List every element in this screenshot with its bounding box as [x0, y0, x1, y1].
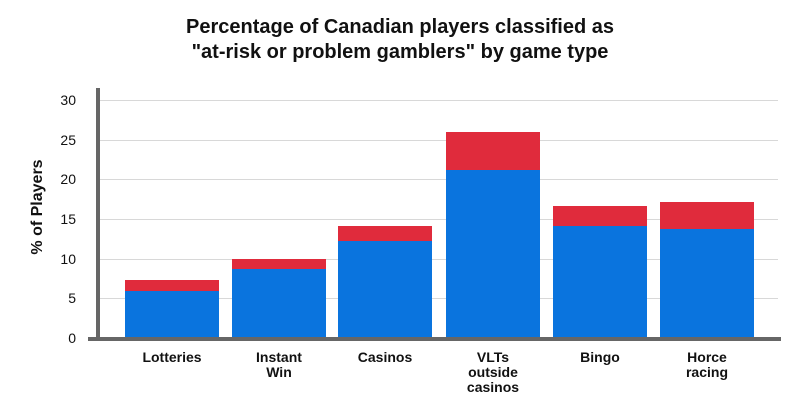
bar-5 — [660, 201, 754, 338]
gridline — [97, 219, 778, 220]
bar-4 — [553, 205, 647, 338]
x-tick-label: Instant Win — [256, 349, 302, 380]
gridline — [97, 100, 778, 101]
chart-title-line-2: "at-risk or problem gamblers" by game ty… — [191, 41, 609, 63]
y-tick-label: 5 — [68, 290, 76, 306]
bar-segment-red — [125, 280, 219, 292]
y-tick-label: 15 — [60, 211, 76, 227]
bar-1 — [232, 258, 326, 338]
x-tick-label: VLTs outside casinos — [466, 349, 520, 395]
bar-segment-blue — [125, 291, 219, 338]
bar-segment-blue — [232, 269, 326, 338]
y-tick-label: 0 — [68, 330, 76, 346]
bar-0 — [125, 280, 219, 338]
y-tick-label: 10 — [60, 251, 76, 267]
bar-segment-red — [446, 131, 540, 170]
y-tick-label: 20 — [60, 171, 76, 187]
chart-title-line-1: Percentage of Canadian players classifie… — [186, 16, 614, 38]
x-tick-label: Casinos — [357, 349, 413, 365]
bar-segment-red — [338, 226, 432, 242]
bar-segment-blue — [338, 241, 432, 338]
gridline — [97, 179, 778, 180]
y-tick-label: 25 — [60, 132, 76, 148]
bar-3 — [446, 131, 540, 338]
x-tick-label: Lotteries — [142, 349, 202, 365]
bar-2 — [338, 226, 432, 338]
gridline — [97, 140, 778, 141]
x-tick-label: Horce racing — [685, 349, 728, 380]
x-tick-label: Bingo — [580, 349, 620, 365]
bar-segment-red — [553, 205, 647, 227]
bar-segment-blue — [553, 226, 647, 338]
gridline — [97, 259, 778, 260]
gridline — [97, 298, 778, 299]
bar-segment-blue — [660, 229, 754, 338]
bar-segment-blue — [446, 169, 540, 338]
x-axis-line — [88, 337, 781, 341]
bar-segment-red — [232, 258, 326, 269]
y-tick-label: 30 — [60, 92, 76, 108]
y-axis-line — [96, 88, 100, 340]
bar-segment-red — [660, 201, 754, 230]
